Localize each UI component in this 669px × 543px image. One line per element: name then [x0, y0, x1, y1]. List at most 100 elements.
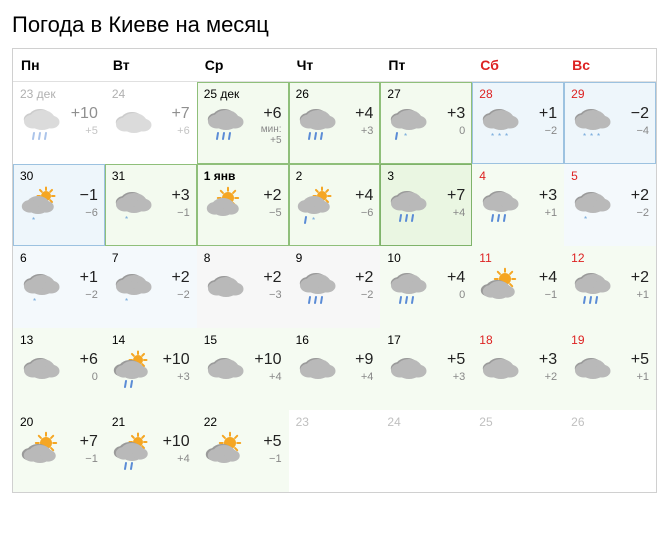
svg-text:*: * — [125, 297, 128, 306]
temperatures: +2−2 — [617, 185, 649, 219]
forecast-day-cell[interactable]: 24+7+6 — [105, 82, 197, 164]
weekday-header: Чт — [289, 49, 381, 82]
forecast-day-cell[interactable]: 30*−1−6 — [13, 164, 105, 246]
forecast-calendar: ПнВтСрЧтПтСбВс 23 дек+10+524+7+625 дек+6… — [12, 48, 657, 493]
forecast-day-cell[interactable]: 7*+2−2 — [105, 246, 197, 328]
sunrain-icon — [112, 349, 154, 389]
forecast-day-cell[interactable]: 15+10+4 — [197, 328, 289, 410]
sunrain-icon — [112, 431, 154, 471]
temp-high: +1 — [66, 269, 98, 287]
temperatures: +2−2 — [342, 267, 374, 301]
temp-low: −6 — [342, 207, 374, 219]
date-label: 14 — [112, 333, 190, 347]
cloud-icon — [20, 349, 62, 389]
temperatures: +30 — [433, 103, 465, 137]
forecast-day-cell[interactable]: 22+5−1 — [197, 410, 289, 492]
forecast-day-cell[interactable]: 17+5+3 — [380, 328, 472, 410]
temp-low: +1 — [617, 289, 649, 301]
temp-high: +3 — [158, 187, 190, 205]
temp-high: +10 — [158, 433, 190, 451]
forecast-day-cell[interactable]: 11+4−1 — [472, 246, 564, 328]
temp-low: +3 — [433, 371, 465, 383]
forecast-day-cell[interactable]: 26 +4 +3 — [289, 82, 381, 164]
temp-low: −6 — [66, 207, 98, 219]
svg-text:*: * — [597, 132, 600, 141]
date-label: 21 — [112, 415, 190, 429]
temp-high: +10 — [250, 351, 282, 369]
forecast-day-cell[interactable]: 29***−2−4 — [564, 82, 656, 164]
forecast-day-cell[interactable]: 12+2+1 — [564, 246, 656, 328]
svg-text:*: * — [33, 297, 36, 306]
cloud-icon — [112, 103, 154, 143]
rain-icon — [387, 267, 429, 307]
forecast-day-cell[interactable]: 16+9+4 — [289, 328, 381, 410]
forecast-day-cell[interactable]: 19+5+1 — [564, 328, 656, 410]
temperatures: +3+1 — [525, 185, 557, 219]
suncloud-icon — [20, 431, 62, 471]
forecast-day-cell[interactable]: 13+60 — [13, 328, 105, 410]
temperatures: +4−1 — [525, 267, 557, 301]
temp-high: +2 — [158, 269, 190, 287]
forecast-day-cell[interactable]: 6*+1−2 — [13, 246, 105, 328]
sunsnow-icon: * — [20, 185, 62, 225]
temp-high: +10 — [158, 351, 190, 369]
temp-high: −1 — [66, 187, 98, 205]
temperatures: +7+6 — [158, 103, 190, 137]
temp-low: −2 — [158, 289, 190, 301]
temp-high: +3 — [525, 187, 557, 205]
temperatures: +5+3 — [433, 349, 465, 383]
temp-low: +4 — [250, 371, 282, 383]
sunmix-icon: * — [296, 185, 338, 225]
temp-low: +2 — [525, 371, 557, 383]
sun-icon — [204, 185, 246, 225]
date-label: 31 — [112, 169, 190, 183]
date-label: 26 — [296, 87, 374, 101]
forecast-day-cell[interactable]: 27 *+30 — [380, 82, 472, 164]
temp-high: +9 — [342, 351, 374, 369]
temp-low: +1 — [617, 371, 649, 383]
temp-low: +3 — [342, 125, 374, 137]
date-label: 4 — [479, 169, 557, 183]
forecast-day-cell[interactable]: 9+2−2 — [289, 246, 381, 328]
temp-high: +4 — [342, 105, 374, 123]
forecast-day-cell[interactable]: 20+7−1 — [13, 410, 105, 492]
temperatures: +60 — [66, 349, 98, 383]
temp-high: +1 — [525, 105, 557, 123]
forecast-day-cell[interactable]: 5*+2−2 — [564, 164, 656, 246]
temp-low: +6 — [158, 125, 190, 137]
forecast-day-cell[interactable]: 31*+3−1 — [105, 164, 197, 246]
date-label: 23 — [296, 415, 374, 429]
cloud-icon — [571, 349, 613, 389]
svg-text:*: * — [584, 215, 587, 224]
temperatures: +2−3 — [250, 267, 282, 301]
temp-low: −1 — [250, 453, 282, 465]
forecast-day-cell[interactable]: 1 янв+2−5 — [197, 164, 289, 246]
mix-icon: * — [387, 103, 429, 143]
snow-icon: *** — [571, 103, 613, 143]
temp-high: +2 — [617, 269, 649, 287]
cloud-icon — [479, 349, 521, 389]
forecast-day-cell[interactable]: 8+2−3 — [197, 246, 289, 328]
forecast-day-cell[interactable]: 18+3+2 — [472, 328, 564, 410]
temp-high: +2 — [617, 187, 649, 205]
forecast-day-cell[interactable]: 25 дек+6мин: +5 — [197, 82, 289, 164]
date-label: 1 янв — [204, 169, 282, 183]
temp-high: +3 — [525, 351, 557, 369]
forecast-day-cell[interactable]: 4 +3+1 — [472, 164, 564, 246]
forecast-day-cell[interactable]: 2*+4−6 — [289, 164, 381, 246]
rain-icon — [296, 103, 338, 143]
forecast-day-cell[interactable]: 14 +10 +3 — [105, 328, 197, 410]
temp-low: +3 — [158, 371, 190, 383]
lightsnow-icon: * — [20, 267, 62, 307]
date-label: 26 — [571, 415, 649, 429]
forecast-day-cell[interactable]: 21+10+4 — [105, 410, 197, 492]
forecast-day-cell[interactable]: 23 дек+10+5 — [13, 82, 105, 164]
forecast-day-cell[interactable]: 28***+1−2 — [472, 82, 564, 164]
temperatures: +40 — [433, 267, 465, 301]
date-label: 10 — [387, 251, 465, 265]
temp-low: −1 — [66, 453, 98, 465]
forecast-day-cell[interactable]: 3+7+4 — [380, 164, 472, 246]
forecast-day-cell[interactable]: 10+40 — [380, 246, 472, 328]
date-label: 19 — [571, 333, 649, 347]
date-label: 27 — [387, 87, 465, 101]
